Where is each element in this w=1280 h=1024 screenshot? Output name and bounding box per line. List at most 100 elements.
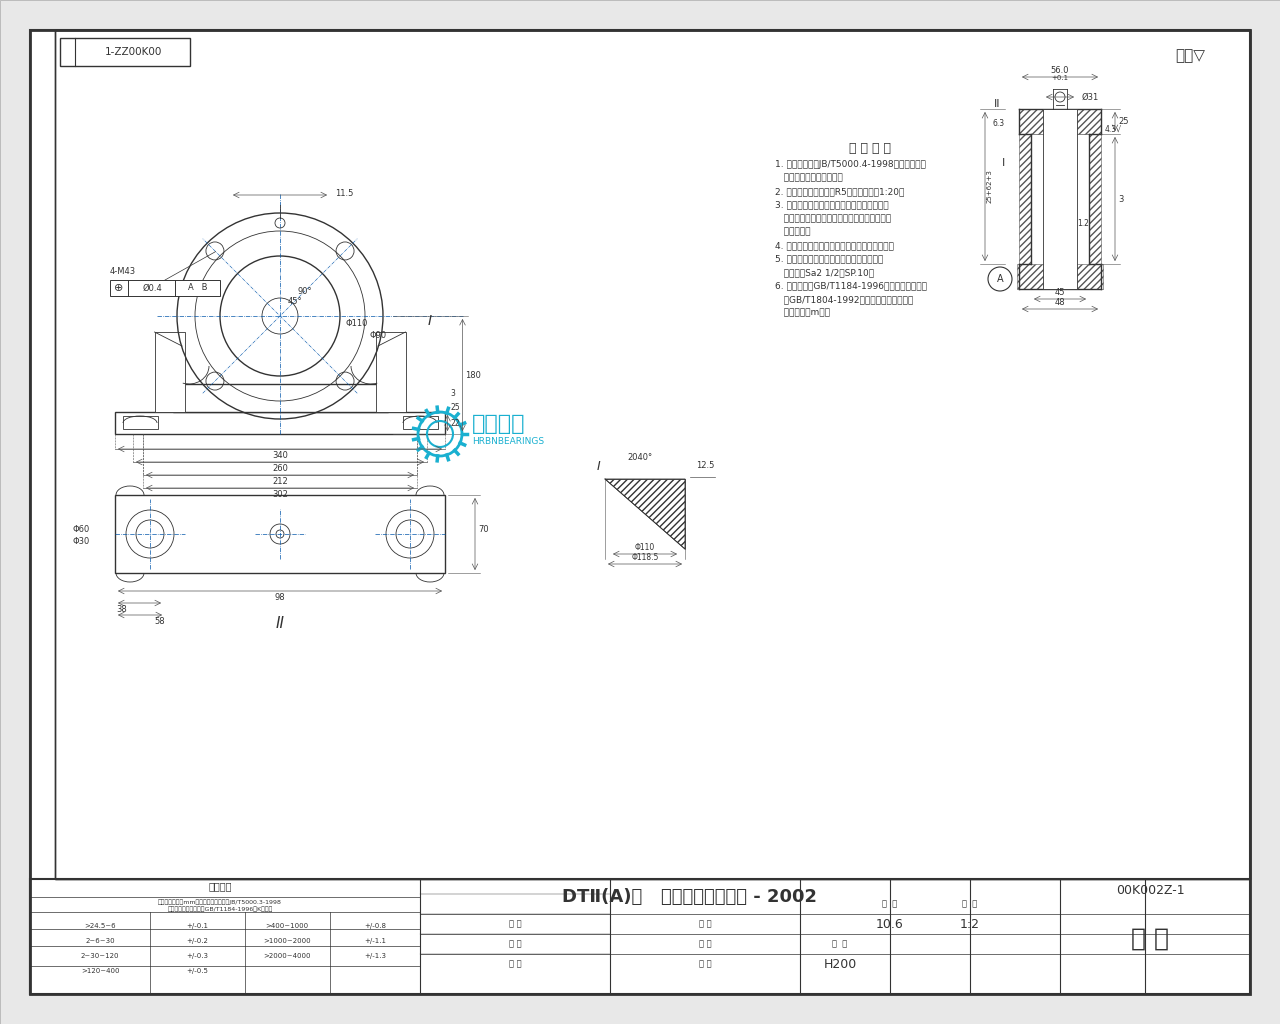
Text: 3: 3 <box>1117 195 1124 204</box>
Text: +/-0.5: +/-0.5 <box>186 968 207 974</box>
Text: I: I <box>428 314 433 328</box>
Text: 6.3: 6.3 <box>993 120 1005 128</box>
Bar <box>115 412 445 434</box>
Text: 工 艺: 工 艺 <box>699 939 712 948</box>
Text: 180: 180 <box>466 371 481 380</box>
Text: 48: 48 <box>1055 298 1065 307</box>
Text: +0.1: +0.1 <box>1051 75 1069 81</box>
Text: 重  量: 重 量 <box>882 899 897 908</box>
Text: 260: 260 <box>273 464 288 473</box>
Text: II: II <box>275 615 284 631</box>
Text: Φ110: Φ110 <box>346 319 367 329</box>
Text: 4.3√: 4.3√ <box>1105 125 1123 133</box>
Text: A: A <box>997 274 1004 284</box>
Polygon shape <box>605 479 685 549</box>
Text: 98: 98 <box>275 593 285 602</box>
Text: 巪GB/T1804-1992《一般公差线性尺尺未: 巪GB/T1804-1992《一般公差线性尺尺未 <box>774 295 913 304</box>
Text: I: I <box>596 460 600 472</box>
Text: >1000~2000: >1000~2000 <box>264 938 311 944</box>
Text: Φ30: Φ30 <box>73 538 90 547</box>
Text: 工 艺: 工 艺 <box>699 920 712 929</box>
Text: 等级达到Sa2 1/2或SP.10。: 等级达到Sa2 1/2或SP.10。 <box>774 268 874 278</box>
Bar <box>1019 109 1101 134</box>
Text: Φ60: Φ60 <box>73 524 90 534</box>
Text: Φ118.5: Φ118.5 <box>631 553 659 562</box>
Text: 注公差》的m级。: 注公差》的m级。 <box>774 308 829 317</box>
Text: +/-1.1: +/-1.1 <box>364 938 387 944</box>
Text: A   B: A B <box>188 284 207 293</box>
Text: 00K002Z-1: 00K002Z-1 <box>1116 885 1184 897</box>
Text: +/-0.1: +/-0.1 <box>186 923 207 929</box>
Text: 2. 图中未注明图要起模R5，铸造斜度为1:20。: 2. 图中未注明图要起模R5，铸造斜度为1:20。 <box>774 187 905 196</box>
Text: 2040°: 2040° <box>627 453 653 462</box>
Text: +/-1.3: +/-1.3 <box>364 953 387 959</box>
Text: 规定，未注形位公差按GB/T1184-1996中K级规定: 规定，未注形位公差按GB/T1184-1996中K级规定 <box>168 906 273 911</box>
Text: >2000~4000: >2000~4000 <box>264 953 311 959</box>
Text: 制图标准: 制图标准 <box>209 881 232 891</box>
Text: DTⅡ(A)型   带式输送机专用图 - 2002: DTⅡ(A)型 带式输送机专用图 - 2002 <box>562 888 818 906</box>
Bar <box>55 30 1251 879</box>
Text: 25: 25 <box>451 402 460 412</box>
Text: 1-ZZ00K00: 1-ZZ00K00 <box>104 47 161 57</box>
Text: 审 核: 审 核 <box>699 959 712 969</box>
Text: 70: 70 <box>477 524 489 534</box>
Text: 5. 本件涂装非加工表面进行除锈处理，除锈: 5. 本件涂装非加工表面进行除锈处理，除锈 <box>774 255 883 263</box>
Text: 4. 铸件在加工前进行时效处理，以消除内应力。: 4. 铸件在加工前进行时效处理，以消除内应力。 <box>774 241 893 250</box>
Text: HRBNBEARINGS: HRBNBEARINGS <box>472 437 544 446</box>
Text: 340: 340 <box>273 451 288 460</box>
Bar <box>1018 264 1103 289</box>
Text: >400~1000: >400~1000 <box>265 923 308 929</box>
Text: 1.2: 1.2 <box>1076 219 1089 228</box>
Text: +/-0.2: +/-0.2 <box>186 938 207 944</box>
Text: 56.0: 56.0 <box>1051 66 1069 75</box>
Text: I: I <box>1002 159 1005 168</box>
Text: 212: 212 <box>273 477 288 486</box>
Text: 58: 58 <box>155 617 165 626</box>
Bar <box>403 416 438 429</box>
Text: 材  料: 材 料 <box>832 939 847 948</box>
Text: >24.5~6: >24.5~6 <box>84 923 115 929</box>
Text: 设 计: 设 计 <box>508 920 521 929</box>
Text: 38: 38 <box>116 605 128 614</box>
Text: 其余▽: 其余▽ <box>1175 48 1204 63</box>
Text: Ø31: Ø31 <box>1082 92 1100 101</box>
Polygon shape <box>1076 109 1101 264</box>
Text: Ø0.4: Ø0.4 <box>142 284 161 293</box>
Text: Φ90: Φ90 <box>370 332 387 341</box>
Text: 1. 本铸件应符合JB/T5000.4-1998《铸铁件通用: 1. 本铸件应符合JB/T5000.4-1998《铸铁件通用 <box>774 160 925 169</box>
Text: 25: 25 <box>1117 117 1129 126</box>
Text: 座 体: 座 体 <box>1132 927 1169 951</box>
Bar <box>55 30 1251 879</box>
Text: 45°: 45° <box>288 297 302 306</box>
Bar <box>29 879 1251 994</box>
Text: +/-0.3: +/-0.3 <box>186 953 207 959</box>
Text: 10.6: 10.6 <box>876 918 904 931</box>
Text: 11.5: 11.5 <box>335 188 353 198</box>
Text: 45: 45 <box>1055 288 1065 297</box>
Text: 比  例: 比 例 <box>963 899 978 908</box>
Text: 3. 本铸件不允许缩松、裂纹、夹沙和冷隔等影: 3. 本铸件不允许缩松、裂纹、夹沙和冷隔等影 <box>774 201 888 210</box>
Bar <box>123 416 157 429</box>
Bar <box>1043 109 1076 289</box>
Text: 响强度的缺陷存在，不允许有严重影响外观的: 响强度的缺陷存在，不允许有严重影响外观的 <box>774 214 891 223</box>
Text: 哈宁轴承: 哈宁轴承 <box>472 414 526 434</box>
Bar <box>60 38 189 66</box>
Text: II: II <box>993 99 1000 109</box>
Text: 4-M43: 4-M43 <box>110 266 136 275</box>
Text: 2~6~30: 2~6~30 <box>86 938 115 944</box>
Bar <box>155 332 184 412</box>
Text: 90°: 90° <box>298 287 312 296</box>
Text: 审 核: 审 核 <box>508 959 521 969</box>
Text: 2~30~120: 2~30~120 <box>81 953 119 959</box>
Text: 技术条件》的有关规定。: 技术条件》的有关规定。 <box>774 173 842 182</box>
Text: 本注图角富差为mm，所有锻锥公差符合JB/T5000.3-1998: 本注图角富差为mm，所有锻锥公差符合JB/T5000.3-1998 <box>157 899 282 905</box>
Text: 302: 302 <box>273 490 288 499</box>
Text: >120~400: >120~400 <box>81 968 119 974</box>
Text: 12.5: 12.5 <box>696 461 714 470</box>
Text: 缺陷存在。: 缺陷存在。 <box>774 227 810 237</box>
Text: 6. 形位公差为GB/T1184-1996的级，尺寸未注公: 6. 形位公差为GB/T1184-1996的级，尺寸未注公 <box>774 282 927 291</box>
Text: 技 术 要 求: 技 术 要 求 <box>849 142 891 155</box>
Text: +/-0.8: +/-0.8 <box>364 923 387 929</box>
Bar <box>115 495 445 573</box>
Text: 制 图: 制 图 <box>508 939 521 948</box>
